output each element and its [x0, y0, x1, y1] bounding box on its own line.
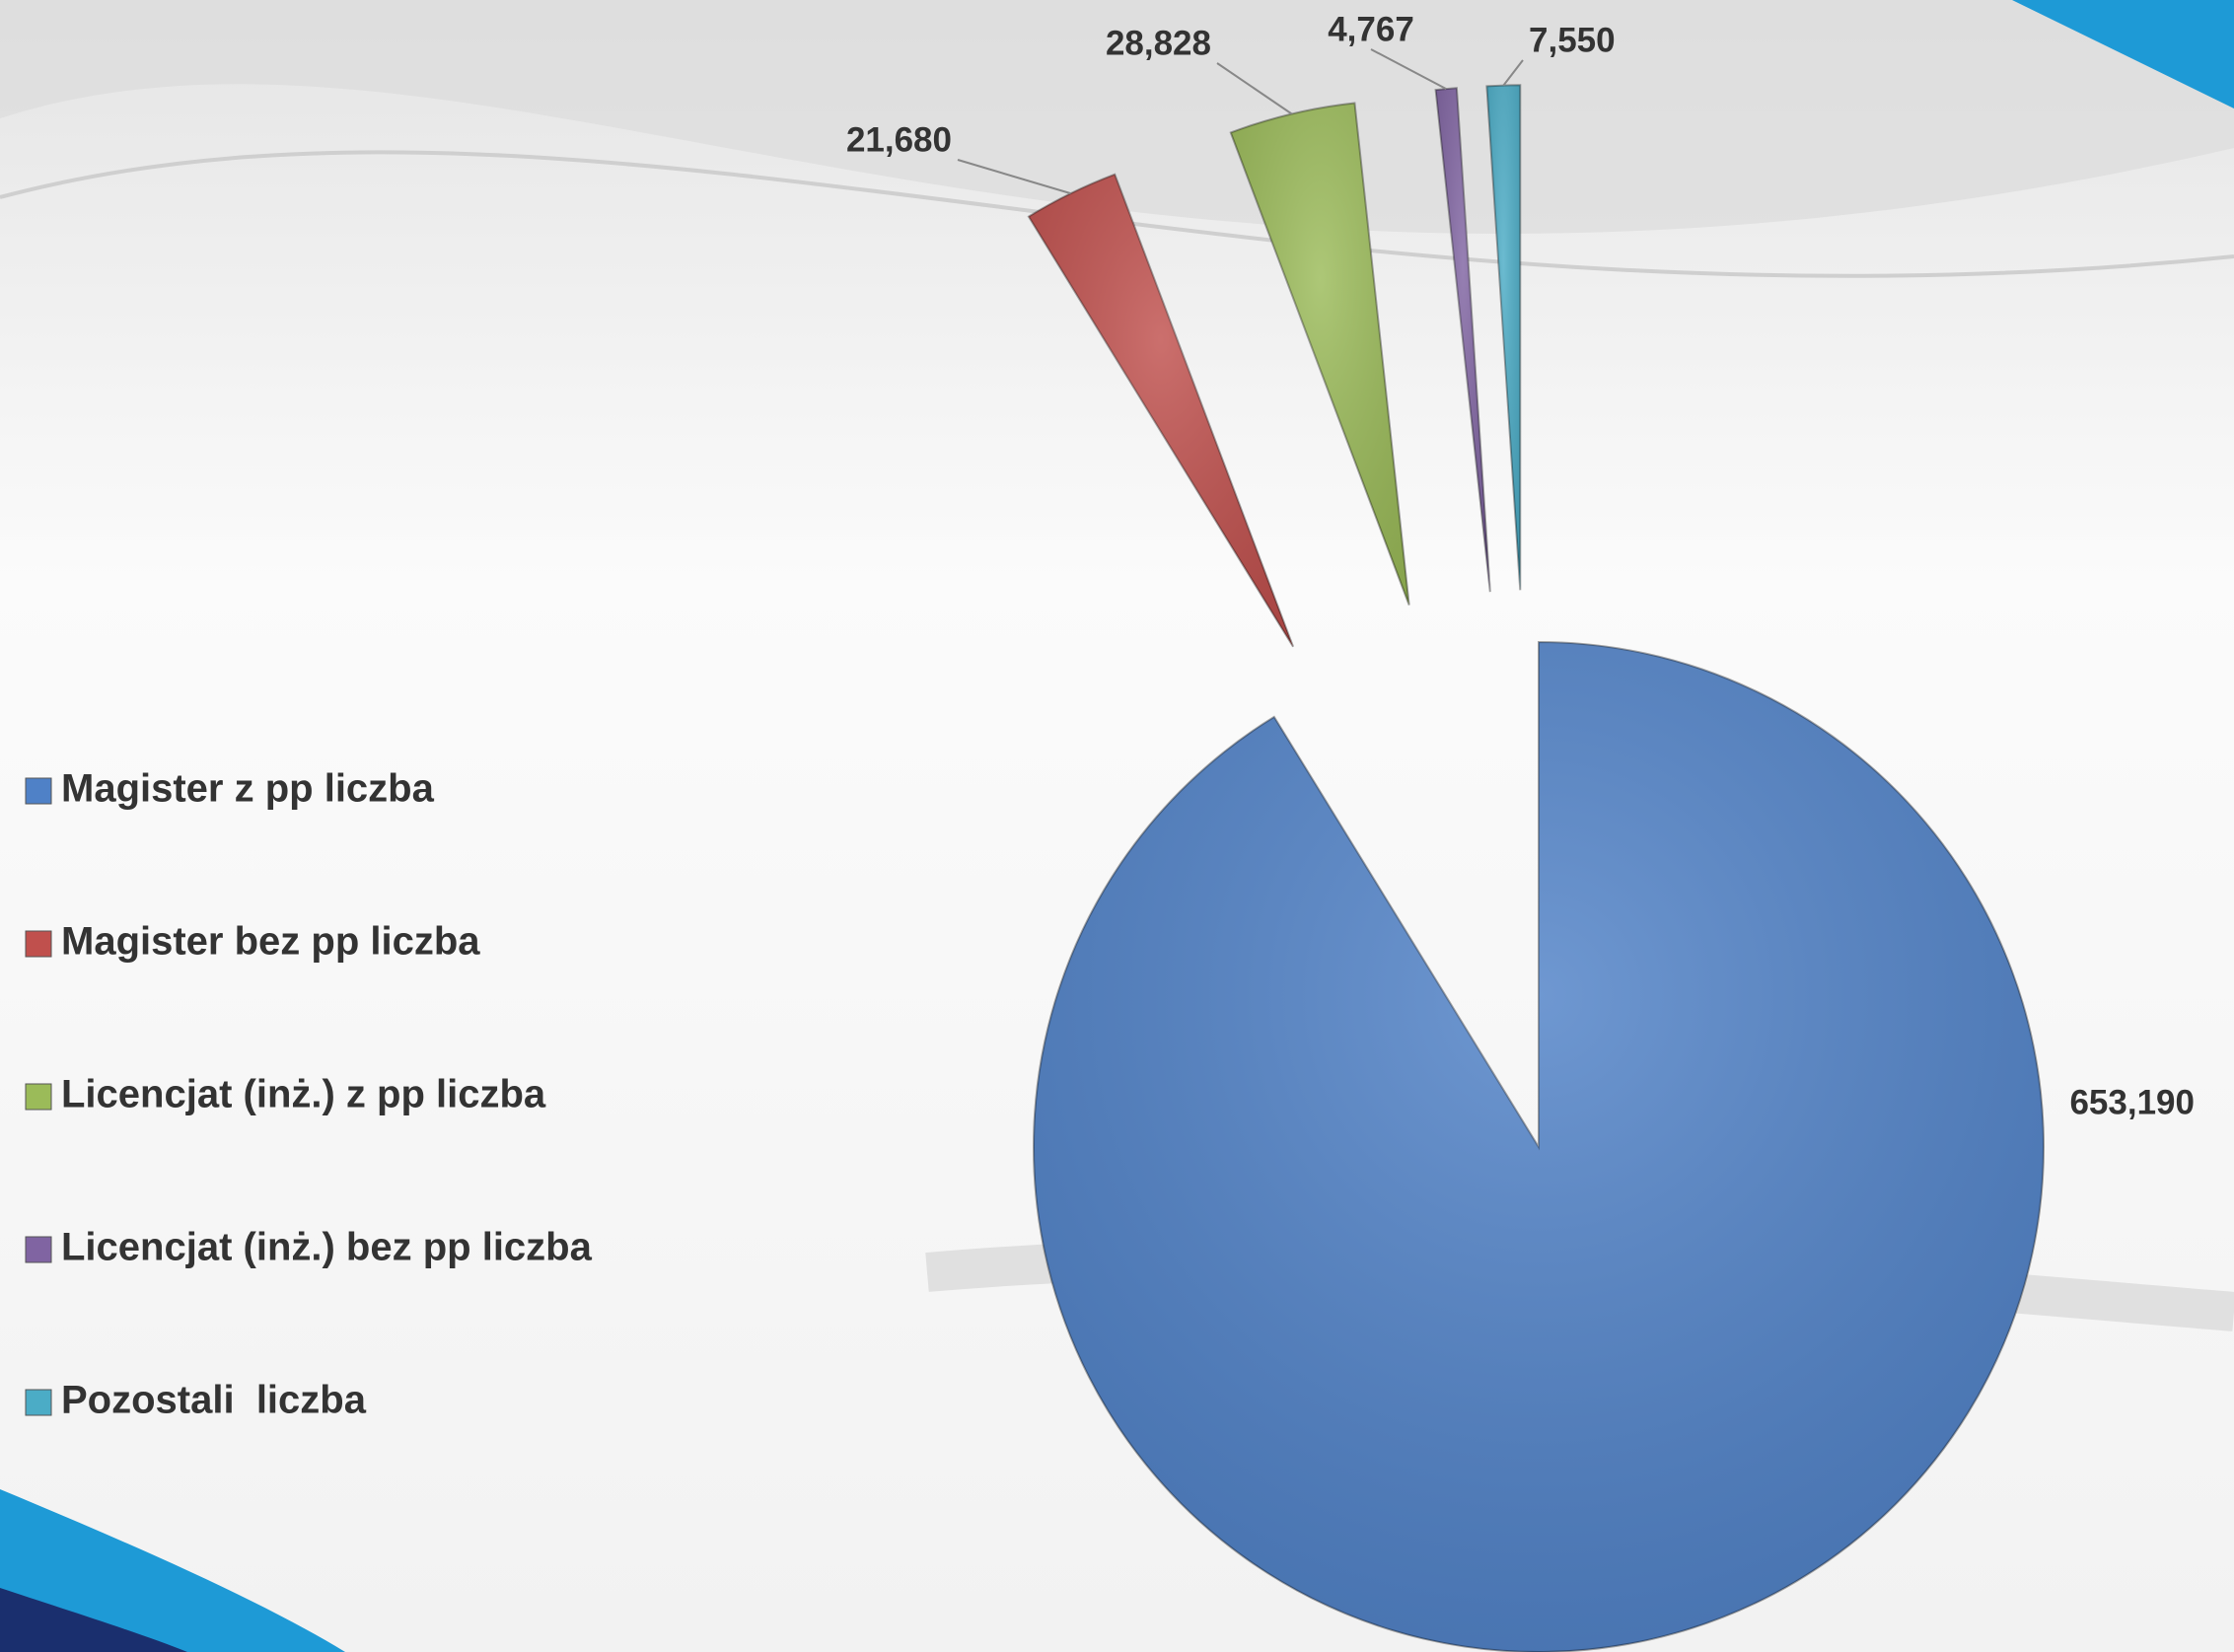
background-swoosh — [0, 150, 2234, 278]
slice-shading — [1028, 174, 1294, 647]
legend-swatch — [25, 777, 52, 805]
leader-line — [1370, 48, 1447, 90]
data-label: 4,767 — [1328, 10, 1414, 48]
legend-label: Magister z pp liczba — [61, 767, 435, 811]
leader-line — [957, 159, 1071, 195]
legend-swatch — [25, 1389, 52, 1416]
data-label: 7,550 — [1529, 21, 1616, 59]
corner-decoration — [0, 1489, 345, 1652]
data-label: 28,828 — [1106, 24, 1211, 62]
slice-shading — [1230, 103, 1409, 606]
legend-label: Licencjat (inż.) z pp liczba — [61, 1073, 546, 1116]
data-label: 21,680 — [846, 120, 952, 159]
legend-label: Pozostali liczba — [61, 1379, 367, 1422]
corner-decoration — [2012, 0, 2234, 108]
legend-label: Licencjat (inż.) bez pp liczba — [61, 1226, 593, 1269]
legend-label: Magister bez pp liczba — [61, 920, 480, 964]
leader-line — [1502, 59, 1524, 87]
data-label: 653,190 — [2069, 1083, 2195, 1121]
legend-swatch — [25, 1083, 52, 1111]
legend-swatch — [25, 1236, 52, 1263]
slice-shading — [1034, 642, 2044, 1652]
leader-line — [1216, 62, 1293, 115]
slice-shading — [1435, 88, 1490, 593]
corner-decoration — [0, 1588, 187, 1652]
slice-shading — [1486, 85, 1521, 591]
background-swoosh — [0, 0, 2234, 234]
legend-swatch — [25, 930, 52, 958]
